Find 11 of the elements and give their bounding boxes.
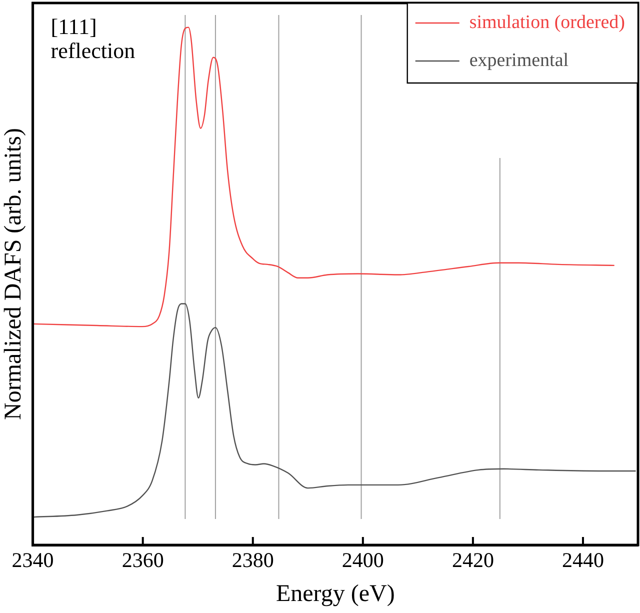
legend-label: experimental	[469, 50, 569, 71]
x-tick-label: 2340	[12, 548, 54, 572]
x-tick-label: 2440	[562, 548, 604, 572]
annotation: [111] reflection	[50, 14, 136, 63]
x-axis-title: Energy (eV)	[276, 580, 395, 607]
x-tick-label: 2360	[122, 548, 164, 572]
legend-label: simulation (ordered)	[469, 12, 626, 33]
y-axis-title: Normalized DAFS (arb. units)	[0, 128, 27, 420]
x-tick-label: 2420	[452, 548, 494, 572]
x-tick-label: 2380	[232, 548, 274, 572]
x-tick-label: 2400	[342, 548, 384, 572]
